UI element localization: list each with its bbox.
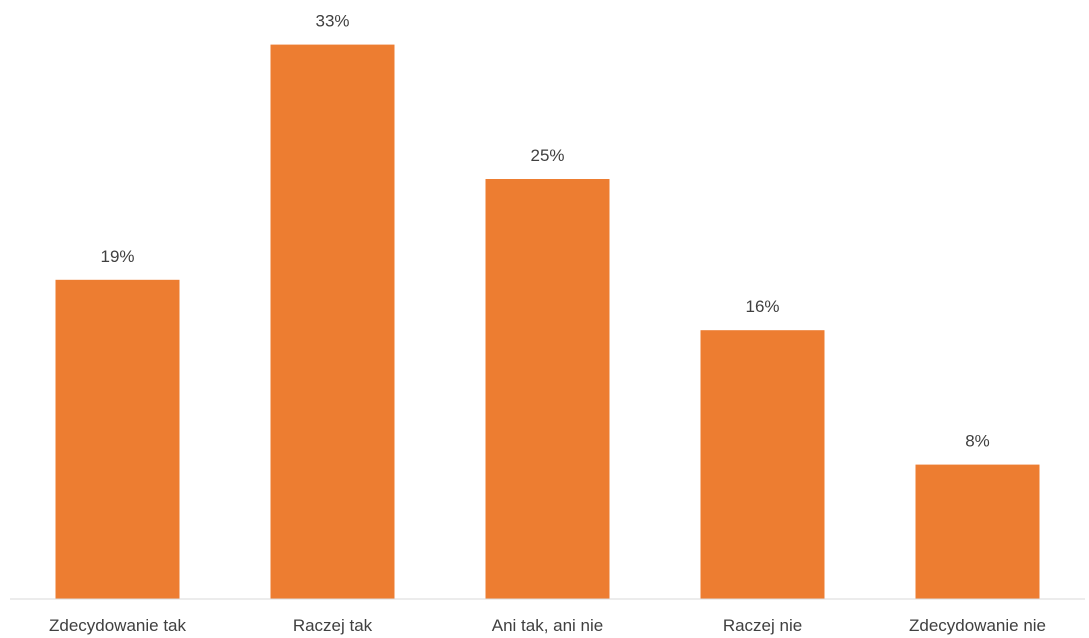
category-label-5: Zdecydowanie nie [909,616,1046,635]
bar-1 [55,279,180,599]
bar-value-label-5: 8% [965,432,990,451]
category-label-4: Raczej nie [723,616,802,635]
category-label-1: Zdecydowanie tak [49,616,187,635]
bar-5 [915,464,1040,599]
bar-2 [270,44,395,600]
bar-4 [700,330,825,599]
category-label-3: Ani tak, ani nie [492,616,604,635]
category-label-2: Raczej tak [293,616,373,635]
bar-value-label-2: 33% [315,12,349,31]
value-labels-layer: 19% 33% 25% 16% 8% [100,12,989,451]
bar-3 [485,179,610,599]
category-labels-layer: Zdecydowanie tak Raczej tak Ani tak, ani n… [49,616,1046,635]
bar-value-label-1: 19% [100,247,134,266]
bars-layer [55,44,1040,600]
bar-value-label-4: 16% [745,297,779,316]
bar-value-label-3: 25% [530,146,564,165]
